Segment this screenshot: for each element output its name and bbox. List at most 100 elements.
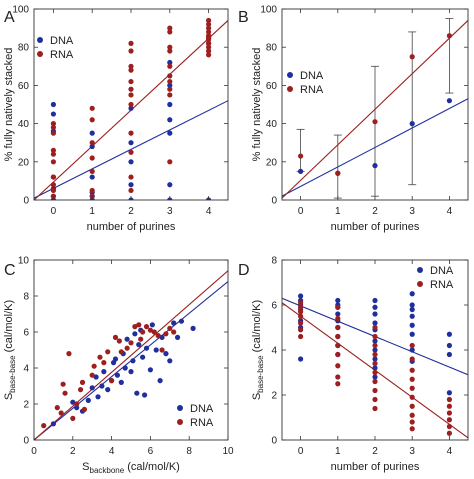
y-tick-label: 4 (23, 364, 29, 375)
x-axis-label-main: S (82, 461, 89, 473)
data-point-dna (159, 334, 165, 340)
data-point-rna (136, 322, 142, 328)
data-point-dna (157, 378, 163, 384)
data-point-rna (89, 168, 95, 174)
data-point-rna (372, 360, 378, 367)
data-point-dna (105, 387, 111, 393)
data-point-dna (446, 331, 452, 337)
data-point-dna (167, 82, 173, 88)
data-point-dna (372, 297, 378, 304)
data-point-dna (128, 159, 134, 165)
data-point-rna (298, 327, 304, 333)
legend-marker-rna (417, 281, 423, 287)
data-point-rna (89, 187, 95, 194)
data-point-rna (335, 304, 341, 310)
data-point-rna (372, 119, 378, 125)
data-point-dna (409, 121, 415, 127)
data-point-rna (50, 124, 57, 131)
data-point-dna (174, 334, 181, 340)
data-point-rna (372, 396, 378, 403)
y-axis-label: % fully natively stacked (3, 48, 15, 162)
data-point-dna (141, 392, 148, 398)
x-tick-label: 3 (409, 206, 415, 217)
data-point-rna (167, 25, 173, 31)
data-point-rna (409, 426, 415, 432)
data-point-rna (409, 367, 415, 373)
x-tick-label: 0 (298, 446, 304, 457)
data-point-dna (136, 342, 142, 348)
data-point-rna (335, 324, 341, 331)
data-point-rna (372, 387, 378, 394)
x-tick-label: 10 (222, 446, 234, 457)
data-point-rna (50, 174, 57, 180)
data-point-rna (91, 363, 97, 369)
data-point-rna (77, 387, 84, 393)
legend-marker-dna (417, 267, 423, 273)
data-point-rna (335, 363, 341, 369)
y-axis-label-main: S (3, 393, 15, 400)
data-point-dna (128, 182, 134, 188)
data-point-rna (167, 63, 173, 69)
data-point-rna (155, 333, 161, 339)
x-tick-label: 8 (186, 446, 192, 457)
data-point-dna (93, 374, 99, 380)
data-point-dna (89, 130, 95, 136)
y-tick-label: 60 (18, 81, 30, 92)
data-point-rna (446, 396, 452, 403)
data-point-rna (167, 86, 173, 92)
data-point-dna (130, 358, 136, 364)
y-axis-label: Sbase-base (cal/mol/K) (3, 300, 17, 400)
data-point-rna (97, 354, 103, 360)
y-tick-label: 2 (271, 391, 277, 402)
y-tick-label: 100 (12, 5, 29, 16)
data-point-rna (143, 324, 150, 330)
panel-label: C (4, 262, 16, 279)
y-axis-label: % fully natively stacked (251, 48, 263, 162)
data-point-dna (372, 320, 378, 326)
data-point-rna (60, 381, 66, 387)
data-point-rna (409, 376, 415, 382)
y-tick-label: 40 (18, 119, 30, 130)
data-point-rna (109, 378, 115, 384)
legend-label-rna: RNA (430, 279, 454, 291)
data-point-rna (50, 182, 57, 188)
legend-label-dna: DNA (430, 265, 454, 277)
data-point-dna (128, 105, 134, 111)
data-point-dna (143, 345, 150, 351)
data-point-rna (372, 333, 378, 340)
data-point-rna (446, 33, 452, 39)
data-point-dna (409, 306, 415, 313)
data-point-rna (50, 151, 57, 157)
data-point-rna (105, 349, 111, 355)
x-tick-label: 0 (298, 206, 304, 217)
data-point-dna (163, 351, 169, 357)
data-point-rna (167, 92, 173, 98)
y-tick-label: 0 (23, 436, 29, 447)
data-point-rna (335, 170, 341, 176)
y-tick-label: 8 (23, 292, 29, 303)
data-point-rna (128, 86, 134, 92)
y-tick-label: 40 (266, 119, 278, 130)
x-tick-label: 4 (447, 206, 453, 217)
data-point-rna (167, 73, 173, 79)
data-point-dna (147, 367, 153, 373)
data-point-rna (112, 334, 119, 340)
data-point-rna (409, 342, 415, 349)
x-tick-label: 0 (31, 446, 37, 457)
data-point-rna (206, 17, 212, 24)
x-axis-label-sub: backbone (90, 466, 125, 474)
data-point-rna (167, 48, 173, 54)
data-point-rna (372, 405, 378, 412)
data-point-rna (50, 147, 57, 153)
data-point-rna (128, 174, 134, 180)
data-point-dna (178, 318, 185, 324)
data-point-dna (134, 390, 140, 396)
data-point-dna (101, 369, 107, 375)
data-point-dna (167, 59, 173, 66)
data-point-rna (335, 342, 341, 349)
panel-d: D 0 1 2 3 4 0 2 4 6 8 number of purines Sbase-base (… (238, 256, 469, 473)
x-tick-label: 2 (70, 446, 76, 457)
y-axis-label-sub: base-base (256, 355, 265, 393)
plot-frame (281, 8, 469, 201)
